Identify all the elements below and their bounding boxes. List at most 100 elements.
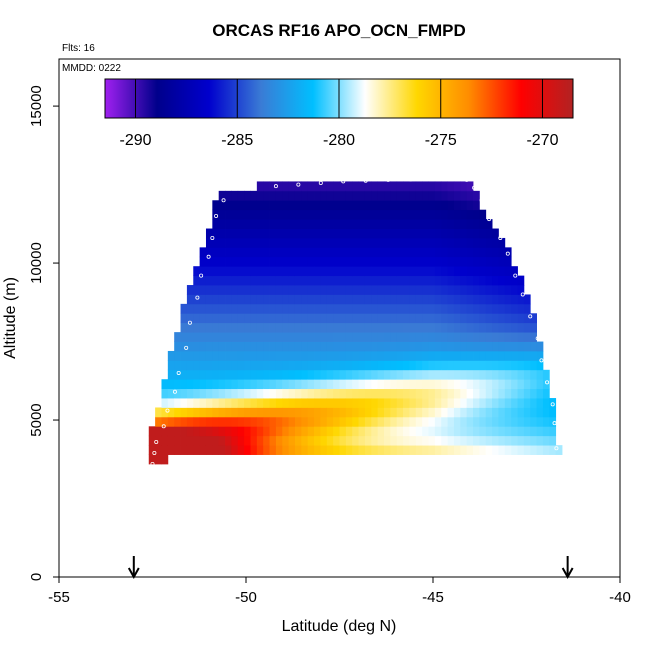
heatmap-cell [288, 200, 296, 211]
heatmap-cell [326, 398, 334, 408]
heatmap-cell [199, 256, 207, 267]
heatmap-cell [186, 313, 194, 324]
heatmap-cell [473, 445, 480, 455]
heatmap-cell [352, 313, 359, 324]
heatmap-cell [473, 407, 480, 418]
heatmap-cell [447, 219, 455, 229]
heatmap-cell [326, 350, 334, 361]
heatmap-cell [453, 398, 461, 408]
heatmap-cell [498, 313, 506, 324]
heatmap-cell [314, 313, 321, 324]
heatmap-cell [384, 294, 391, 305]
heatmap-cell [345, 275, 353, 286]
heatmap-cell [205, 322, 213, 333]
heatmap-cell [250, 322, 258, 333]
heatmap-cell [218, 190, 226, 201]
heatmap-cell [231, 275, 239, 286]
heatmap-cell [263, 247, 270, 258]
heatmap-cell [282, 181, 290, 192]
heatmap-cell [314, 237, 321, 248]
heatmap-cell [371, 445, 379, 455]
heatmap-cell [542, 369, 550, 380]
heatmap-cell [231, 388, 239, 399]
heatmap-cell [523, 303, 531, 314]
heatmap-cell [199, 398, 207, 408]
heatmap-cell [358, 313, 366, 324]
heatmap-cell [307, 285, 315, 295]
heatmap-cell [275, 256, 283, 267]
flight-marker [318, 181, 323, 186]
heatmap-cell [409, 285, 417, 295]
x-tick-label: -50 [235, 589, 257, 606]
heatmap-cell [212, 332, 220, 342]
heatmap-cell [314, 285, 321, 295]
heatmap-cell [434, 332, 442, 342]
heatmap-cell [244, 266, 251, 277]
heatmap-cell [294, 266, 302, 277]
heatmap-cell [244, 360, 251, 371]
heatmap-cell [384, 228, 391, 239]
heatmap-cell [460, 237, 468, 248]
heatmap-cell [269, 322, 277, 333]
heatmap-cell [205, 332, 213, 342]
heatmap-cell [492, 275, 499, 286]
heatmap-cell [492, 341, 499, 352]
heatmap-cell [352, 369, 359, 380]
heatmap-cell [364, 398, 372, 408]
heatmap-cell [288, 209, 296, 220]
heatmap-cell [434, 398, 442, 408]
heatmap-cell [511, 398, 518, 408]
heatmap-cell [339, 209, 347, 220]
heatmap-cell [453, 350, 461, 361]
y-tick-label: 0 [28, 573, 45, 581]
heatmap-cell [339, 379, 347, 390]
heatmap-cell [358, 322, 366, 333]
heatmap-cell [358, 190, 366, 201]
heatmap-cell [333, 416, 340, 427]
heatmap-cell [345, 332, 353, 342]
heatmap-cell [275, 369, 283, 380]
heatmap-cell [523, 360, 531, 371]
heatmap-cell [333, 181, 340, 192]
heatmap-cell [205, 341, 213, 352]
heatmap-cell [485, 294, 493, 305]
heatmap-cell [447, 303, 455, 314]
heatmap-cell [498, 294, 506, 305]
heatmap-cell [517, 388, 525, 399]
heatmap-cell [269, 209, 277, 220]
heatmap-cell [511, 435, 518, 446]
heatmap-cell [352, 416, 359, 427]
heatmap-cell [320, 332, 328, 342]
heatmap-cell [307, 435, 315, 446]
heatmap-cell [384, 388, 391, 399]
heatmap-cell [542, 426, 550, 437]
heatmap-cell [218, 209, 226, 220]
heatmap-cell [530, 332, 537, 342]
heatmap-cell [403, 379, 410, 390]
heatmap-cell [320, 379, 328, 390]
heatmap-cell [466, 416, 474, 427]
heatmap-cell [307, 190, 315, 201]
heatmap-cell [396, 228, 404, 239]
heatmap-cell [326, 228, 334, 239]
heatmap-cell [409, 360, 417, 371]
heatmap-cell [205, 266, 213, 277]
heatmap-cell [409, 181, 417, 192]
heatmap-cell [422, 350, 429, 361]
heatmap-cell [530, 445, 537, 455]
heatmap-cell [358, 341, 366, 352]
heatmap-cell [250, 275, 258, 286]
heatmap-cell [441, 219, 448, 229]
heatmap-cell [199, 303, 207, 314]
heatmap-cell [511, 445, 518, 455]
heatmap-cell [345, 350, 353, 361]
heatmap-cell [479, 256, 487, 267]
heatmap-cell [314, 322, 321, 333]
heatmap-cell [485, 228, 493, 239]
heatmap-cell [288, 181, 296, 192]
heatmap-cell [549, 445, 557, 455]
heatmap-cell [218, 294, 226, 305]
heatmap-cell [237, 388, 245, 399]
heatmap-cell [441, 341, 448, 352]
heatmap-cell [294, 426, 302, 437]
